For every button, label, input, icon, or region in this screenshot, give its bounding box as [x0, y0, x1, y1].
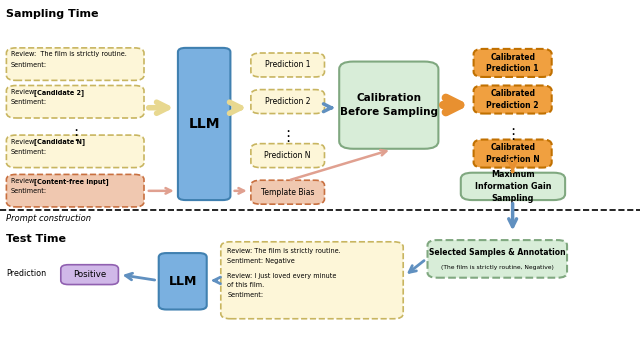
FancyBboxPatch shape [428, 240, 567, 278]
FancyBboxPatch shape [474, 86, 552, 114]
Text: Review:  The film is strictly routine.: Review: The film is strictly routine. [11, 51, 127, 57]
Text: Sampling Time: Sampling Time [6, 9, 99, 18]
Text: of this film.: of this film. [227, 282, 264, 288]
Text: Sentiment:: Sentiment: [11, 149, 47, 155]
Text: ⋮: ⋮ [505, 127, 520, 142]
Text: LLM: LLM [188, 117, 220, 131]
Text: Sentiment:: Sentiment: [11, 188, 47, 194]
Text: Calibrated
Prediction 1: Calibrated Prediction 1 [486, 53, 539, 73]
FancyBboxPatch shape [251, 53, 324, 77]
Text: Review: The film is strictly routine.: Review: The film is strictly routine. [227, 248, 341, 254]
Text: Review: I just loved every minute: Review: I just loved every minute [227, 273, 337, 279]
Text: Template Bias: Template Bias [261, 188, 314, 197]
Text: [Candidate N]: [Candidate N] [34, 139, 85, 145]
FancyBboxPatch shape [251, 144, 324, 168]
FancyBboxPatch shape [474, 140, 552, 168]
Text: Prediction N: Prediction N [264, 151, 311, 160]
Text: Prediction: Prediction [6, 269, 47, 278]
FancyBboxPatch shape [251, 90, 324, 114]
FancyBboxPatch shape [6, 135, 144, 168]
Text: Maximum
Information Gain
Sampling: Maximum Information Gain Sampling [475, 170, 551, 203]
Text: (The film is strictly routine, Negative): (The film is strictly routine, Negative) [441, 265, 554, 270]
FancyBboxPatch shape [251, 180, 324, 204]
Text: Calibrated
Prediction 2: Calibrated Prediction 2 [486, 89, 539, 110]
Text: Sentiment:: Sentiment: [227, 292, 263, 298]
Text: LLM: LLM [168, 275, 197, 288]
Text: ⋮: ⋮ [68, 128, 83, 143]
Text: [Content-free Input]: [Content-free Input] [34, 178, 109, 185]
FancyBboxPatch shape [461, 173, 565, 200]
Text: Positive: Positive [73, 270, 106, 279]
FancyBboxPatch shape [61, 265, 118, 285]
FancyBboxPatch shape [339, 62, 438, 149]
Text: Selected Samples & Annotation: Selected Samples & Annotation [429, 248, 566, 256]
Text: Review:: Review: [11, 139, 40, 145]
FancyBboxPatch shape [6, 48, 144, 80]
Text: Prediction 2: Prediction 2 [265, 97, 310, 106]
Text: ⋮: ⋮ [280, 129, 296, 144]
FancyBboxPatch shape [178, 48, 230, 200]
Text: [Candidate 2]: [Candidate 2] [34, 89, 84, 96]
Text: Prediction 1: Prediction 1 [265, 61, 310, 69]
FancyBboxPatch shape [6, 86, 144, 118]
Text: Sentiment: Negative: Sentiment: Negative [227, 258, 295, 264]
FancyBboxPatch shape [159, 253, 207, 310]
Text: Review:: Review: [11, 178, 40, 184]
Text: Prompt construction: Prompt construction [6, 214, 92, 223]
Text: Sentiment:: Sentiment: [11, 62, 47, 68]
FancyBboxPatch shape [474, 49, 552, 77]
Text: Calibrated
Prediction N: Calibrated Prediction N [486, 143, 540, 164]
Text: Calibration
Before Sampling: Calibration Before Sampling [340, 93, 438, 117]
Text: Review:: Review: [11, 89, 40, 95]
FancyBboxPatch shape [221, 242, 403, 319]
Text: Sentiment:: Sentiment: [11, 99, 47, 105]
Text: Test Time: Test Time [6, 234, 67, 244]
FancyBboxPatch shape [6, 174, 144, 207]
